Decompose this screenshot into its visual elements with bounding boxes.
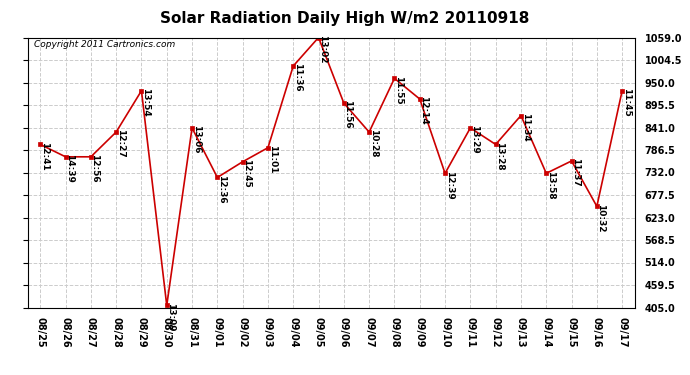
Text: 13:06: 13:06: [192, 125, 201, 154]
Text: 12:41: 12:41: [40, 142, 49, 170]
Text: 12:36: 12:36: [217, 175, 226, 203]
Text: 13:58: 13:58: [546, 171, 555, 199]
Text: 13:54: 13:54: [141, 88, 150, 117]
Text: Solar Radiation Daily High W/m2 20110918: Solar Radiation Daily High W/m2 20110918: [160, 11, 530, 26]
Text: 11:45: 11:45: [622, 88, 631, 117]
Text: 11:36: 11:36: [293, 63, 302, 92]
Text: 10:32: 10:32: [597, 204, 606, 232]
Text: 11:01: 11:01: [268, 145, 277, 174]
Text: 12:45: 12:45: [242, 159, 251, 188]
Text: 13:09: 13:09: [166, 303, 175, 331]
Text: 14:39: 14:39: [66, 154, 75, 183]
Text: 11:55: 11:55: [394, 76, 403, 104]
Text: Copyright 2011 Cartronics.com: Copyright 2011 Cartronics.com: [34, 40, 175, 49]
Text: 11:34: 11:34: [521, 113, 530, 141]
Text: 12:14: 12:14: [420, 96, 428, 125]
Text: 13:29: 13:29: [470, 125, 479, 154]
Text: 12:56: 12:56: [90, 154, 99, 183]
Text: 11:37: 11:37: [571, 158, 580, 187]
Text: 10:28: 10:28: [369, 129, 378, 158]
Text: 11:56: 11:56: [344, 100, 353, 129]
Text: 13:28: 13:28: [495, 142, 504, 170]
Text: 12:27: 12:27: [116, 129, 125, 158]
Text: 13:02: 13:02: [318, 35, 327, 63]
Text: 12:39: 12:39: [445, 171, 454, 199]
